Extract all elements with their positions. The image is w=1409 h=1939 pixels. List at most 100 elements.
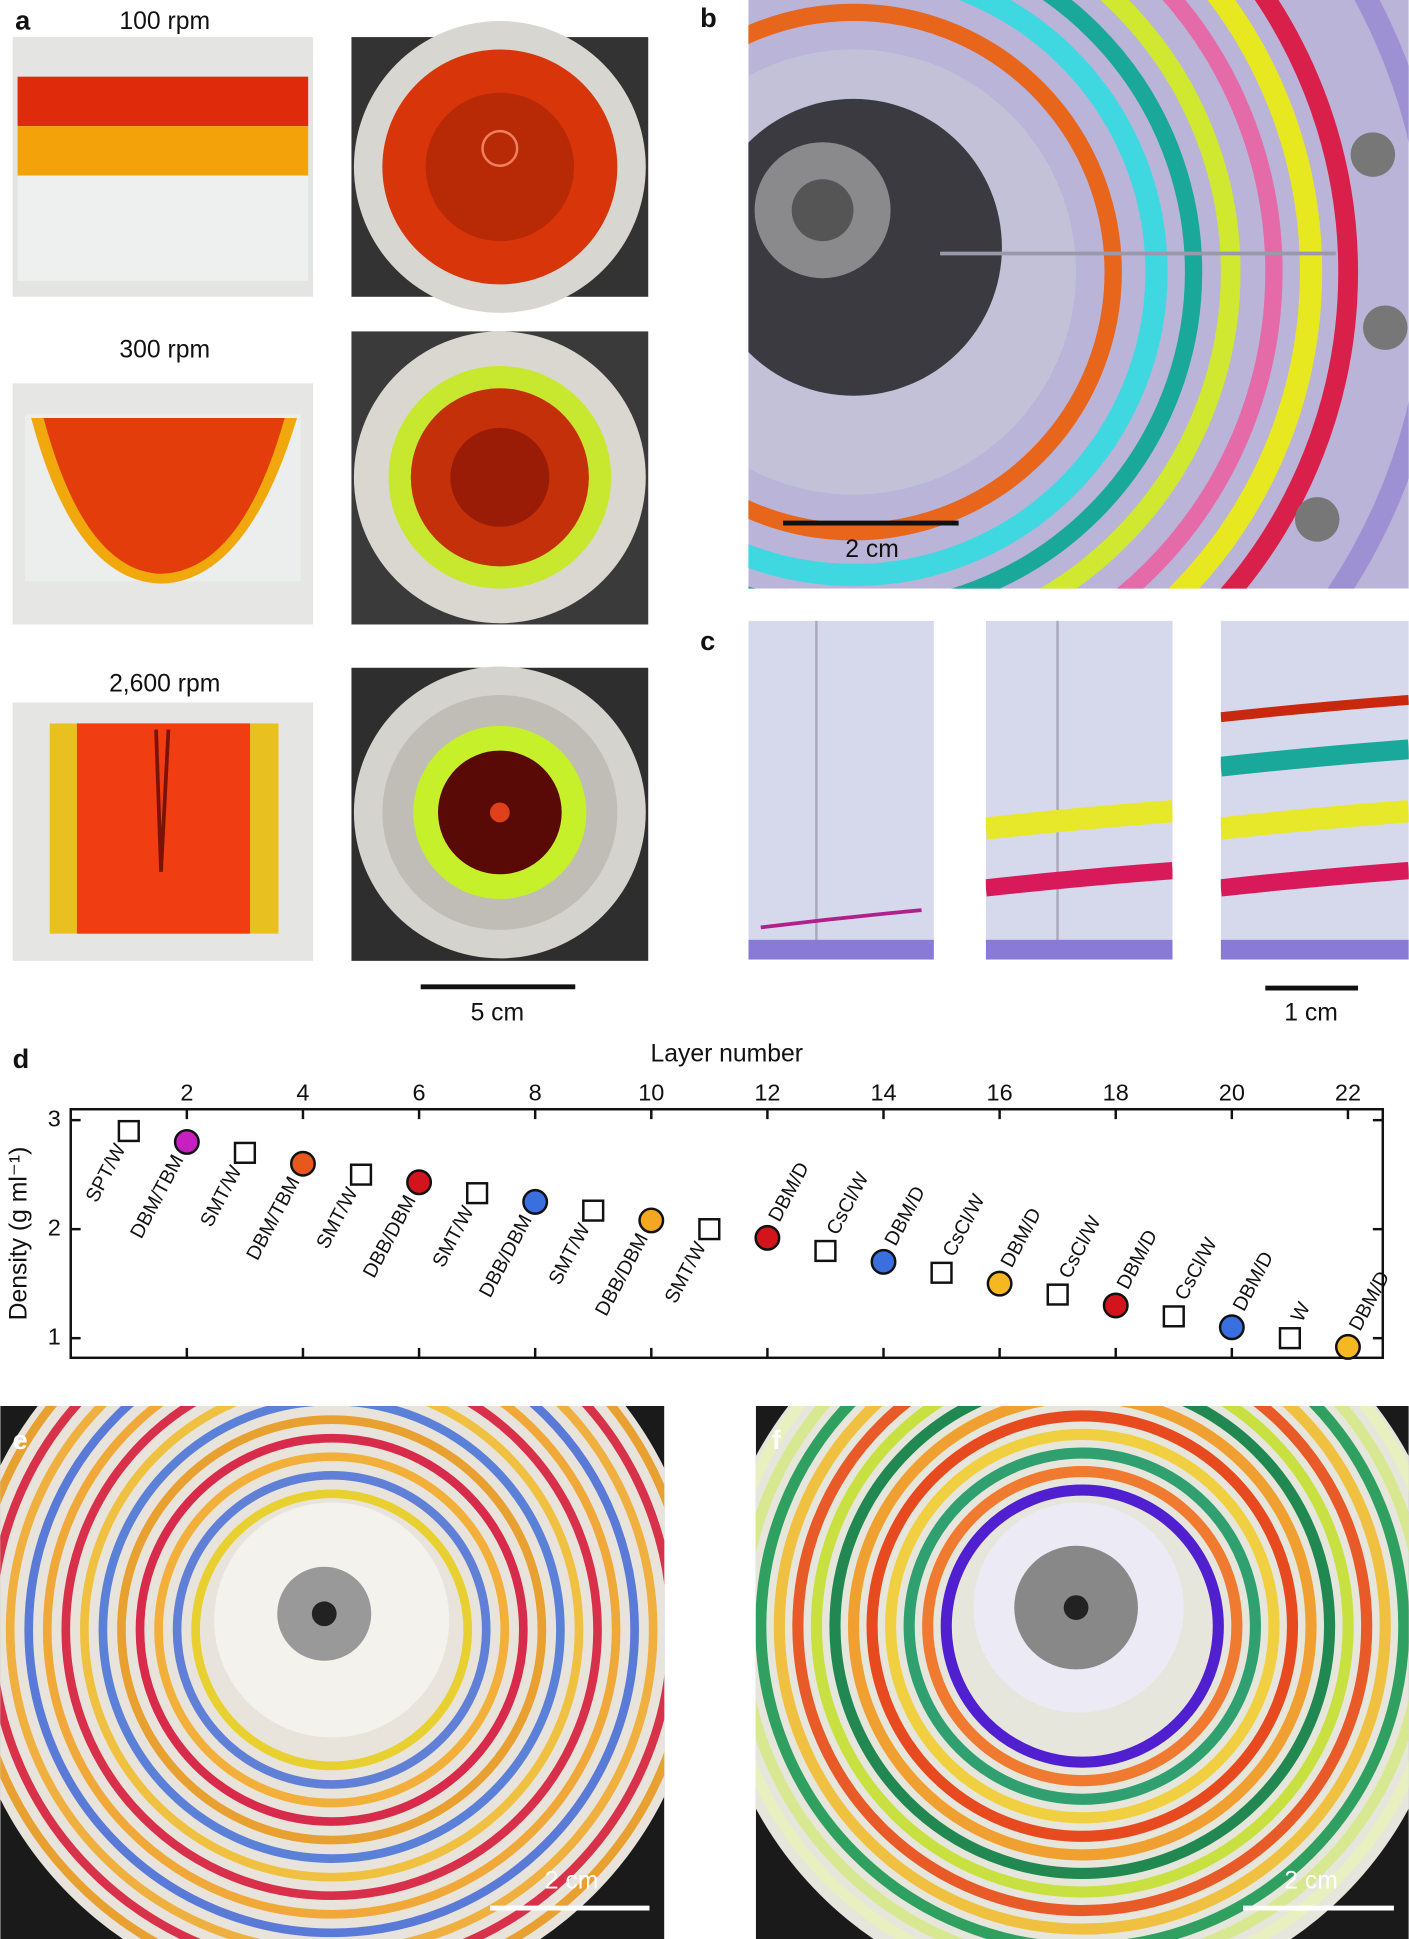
point-label: CsCl/W: [939, 1190, 990, 1260]
ring: [848, 1406, 1317, 1861]
x-tick-label: 8: [529, 1080, 542, 1106]
panel-label: b: [700, 2, 717, 33]
point: [582, 1199, 605, 1222]
point-label: DBM/D: [881, 1183, 930, 1250]
ring: [866, 1410, 1299, 1842]
ring: [117, 1415, 547, 1845]
point: [1278, 1327, 1302, 1350]
point: [870, 1248, 897, 1275]
point: [233, 1141, 257, 1164]
point: [349, 1163, 373, 1186]
ring: [940, 1484, 1224, 1768]
ring: [810, 1406, 1354, 1898]
panel-label: a: [15, 4, 31, 35]
point: [117, 1119, 140, 1143]
x-tick-label: 16: [987, 1080, 1013, 1106]
panel-label: c: [700, 625, 715, 656]
x-tick-label: 14: [870, 1080, 896, 1106]
speed-label: 300 rpm: [119, 337, 210, 364]
ring: [903, 1447, 1261, 1805]
scale-label: 2 cm: [1284, 1868, 1338, 1895]
point-label: SMT/W: [661, 1238, 712, 1307]
panel-label: e: [13, 1424, 28, 1455]
panel-c-photos: [748, 620, 1409, 960]
point: [1218, 1314, 1245, 1341]
point: [173, 1128, 200, 1155]
point-label: DBM/TBM: [126, 1151, 188, 1242]
point: [1046, 1283, 1069, 1306]
point-label: DBM/D: [1345, 1268, 1394, 1335]
ring: [755, 1406, 1409, 1939]
x-tick-label: 18: [1103, 1080, 1129, 1106]
point-label: SMT/W: [428, 1202, 479, 1271]
x-tick-label: 12: [754, 1080, 780, 1106]
x-tick-label: 10: [638, 1080, 664, 1106]
ring: [922, 1465, 1243, 1787]
ring: [154, 1452, 510, 1808]
ring: [80, 1406, 584, 1882]
x-tick-label: 6: [413, 1080, 426, 1106]
point: [986, 1270, 1013, 1297]
panel-label: f: [772, 1424, 782, 1455]
panel-b-photo: [748, 0, 1409, 589]
scale-label: 2 cm: [845, 536, 899, 563]
ring: [5, 1406, 658, 1939]
point: [465, 1182, 489, 1205]
ring: [43, 1406, 621, 1919]
point-label: DBM/D: [997, 1205, 1046, 1272]
point: [522, 1188, 549, 1215]
point-label: CsCl/W: [1171, 1234, 1222, 1304]
point-label: DBM/D: [1113, 1226, 1162, 1293]
point: [1162, 1305, 1185, 1328]
plot-frame: [69, 1108, 1385, 1360]
x-tick-label: 22: [1335, 1080, 1361, 1106]
speed-label: 100 rpm: [119, 8, 210, 35]
scale-label: 2 cm: [545, 1868, 599, 1895]
x-tick-label: 20: [1219, 1080, 1245, 1106]
point: [754, 1224, 781, 1251]
scale-label: 1 cm: [1284, 1000, 1338, 1027]
panel-label: d: [13, 1043, 30, 1074]
panel-e-photo: [0, 1406, 665, 1939]
point-label: DBM/D: [1229, 1248, 1278, 1315]
panel-a-photos: [12, 21, 649, 990]
ring: [829, 1406, 1336, 1879]
point-label: DBB/DBM: [591, 1230, 653, 1320]
speed-label: 2,600 rpm: [109, 671, 220, 698]
point-label: SMT/W: [196, 1162, 247, 1231]
point-label: SPT/W: [82, 1140, 131, 1206]
ring: [773, 1406, 1391, 1935]
point: [1334, 1333, 1361, 1360]
ring: [98, 1406, 565, 1863]
point-label: CsCl/W: [822, 1169, 873, 1239]
point-label: DBB/DBM: [359, 1192, 421, 1282]
point: [814, 1239, 837, 1263]
chart: Layer number Density (g ml⁻¹) 2 4 6 8 10 12 14 16…: [6, 1040, 1394, 1360]
point-label: SMT/W: [312, 1184, 363, 1253]
y-axis-title: Density (g ml⁻¹): [6, 1147, 33, 1321]
ring: [792, 1406, 1373, 1917]
ring: [135, 1433, 528, 1826]
point-label: SMT/W: [544, 1220, 595, 1289]
point: [930, 1261, 953, 1284]
y-tick-label: 3: [48, 1105, 61, 1131]
point: [638, 1207, 665, 1234]
point: [406, 1169, 433, 1196]
y-tick-label: 1: [48, 1323, 61, 1349]
ring: [191, 1489, 473, 1771]
ring: [24, 1406, 639, 1938]
scale-label: 5 cm: [471, 1000, 525, 1027]
point-label: DBM/TBM: [242, 1173, 304, 1264]
x-tick-label: 4: [296, 1080, 309, 1106]
y-tick-label: 2: [48, 1214, 61, 1240]
point-label: W: [1287, 1299, 1315, 1326]
point-label: DBB/DBM: [475, 1211, 537, 1301]
point-label: CsCl/W: [1055, 1212, 1106, 1282]
panel-f-photo: [755, 1406, 1409, 1939]
ring: [61, 1406, 602, 1900]
x-axis-title: Layer number: [651, 1040, 804, 1067]
ring: [172, 1470, 491, 1789]
point-label: DBM/D: [764, 1159, 813, 1226]
